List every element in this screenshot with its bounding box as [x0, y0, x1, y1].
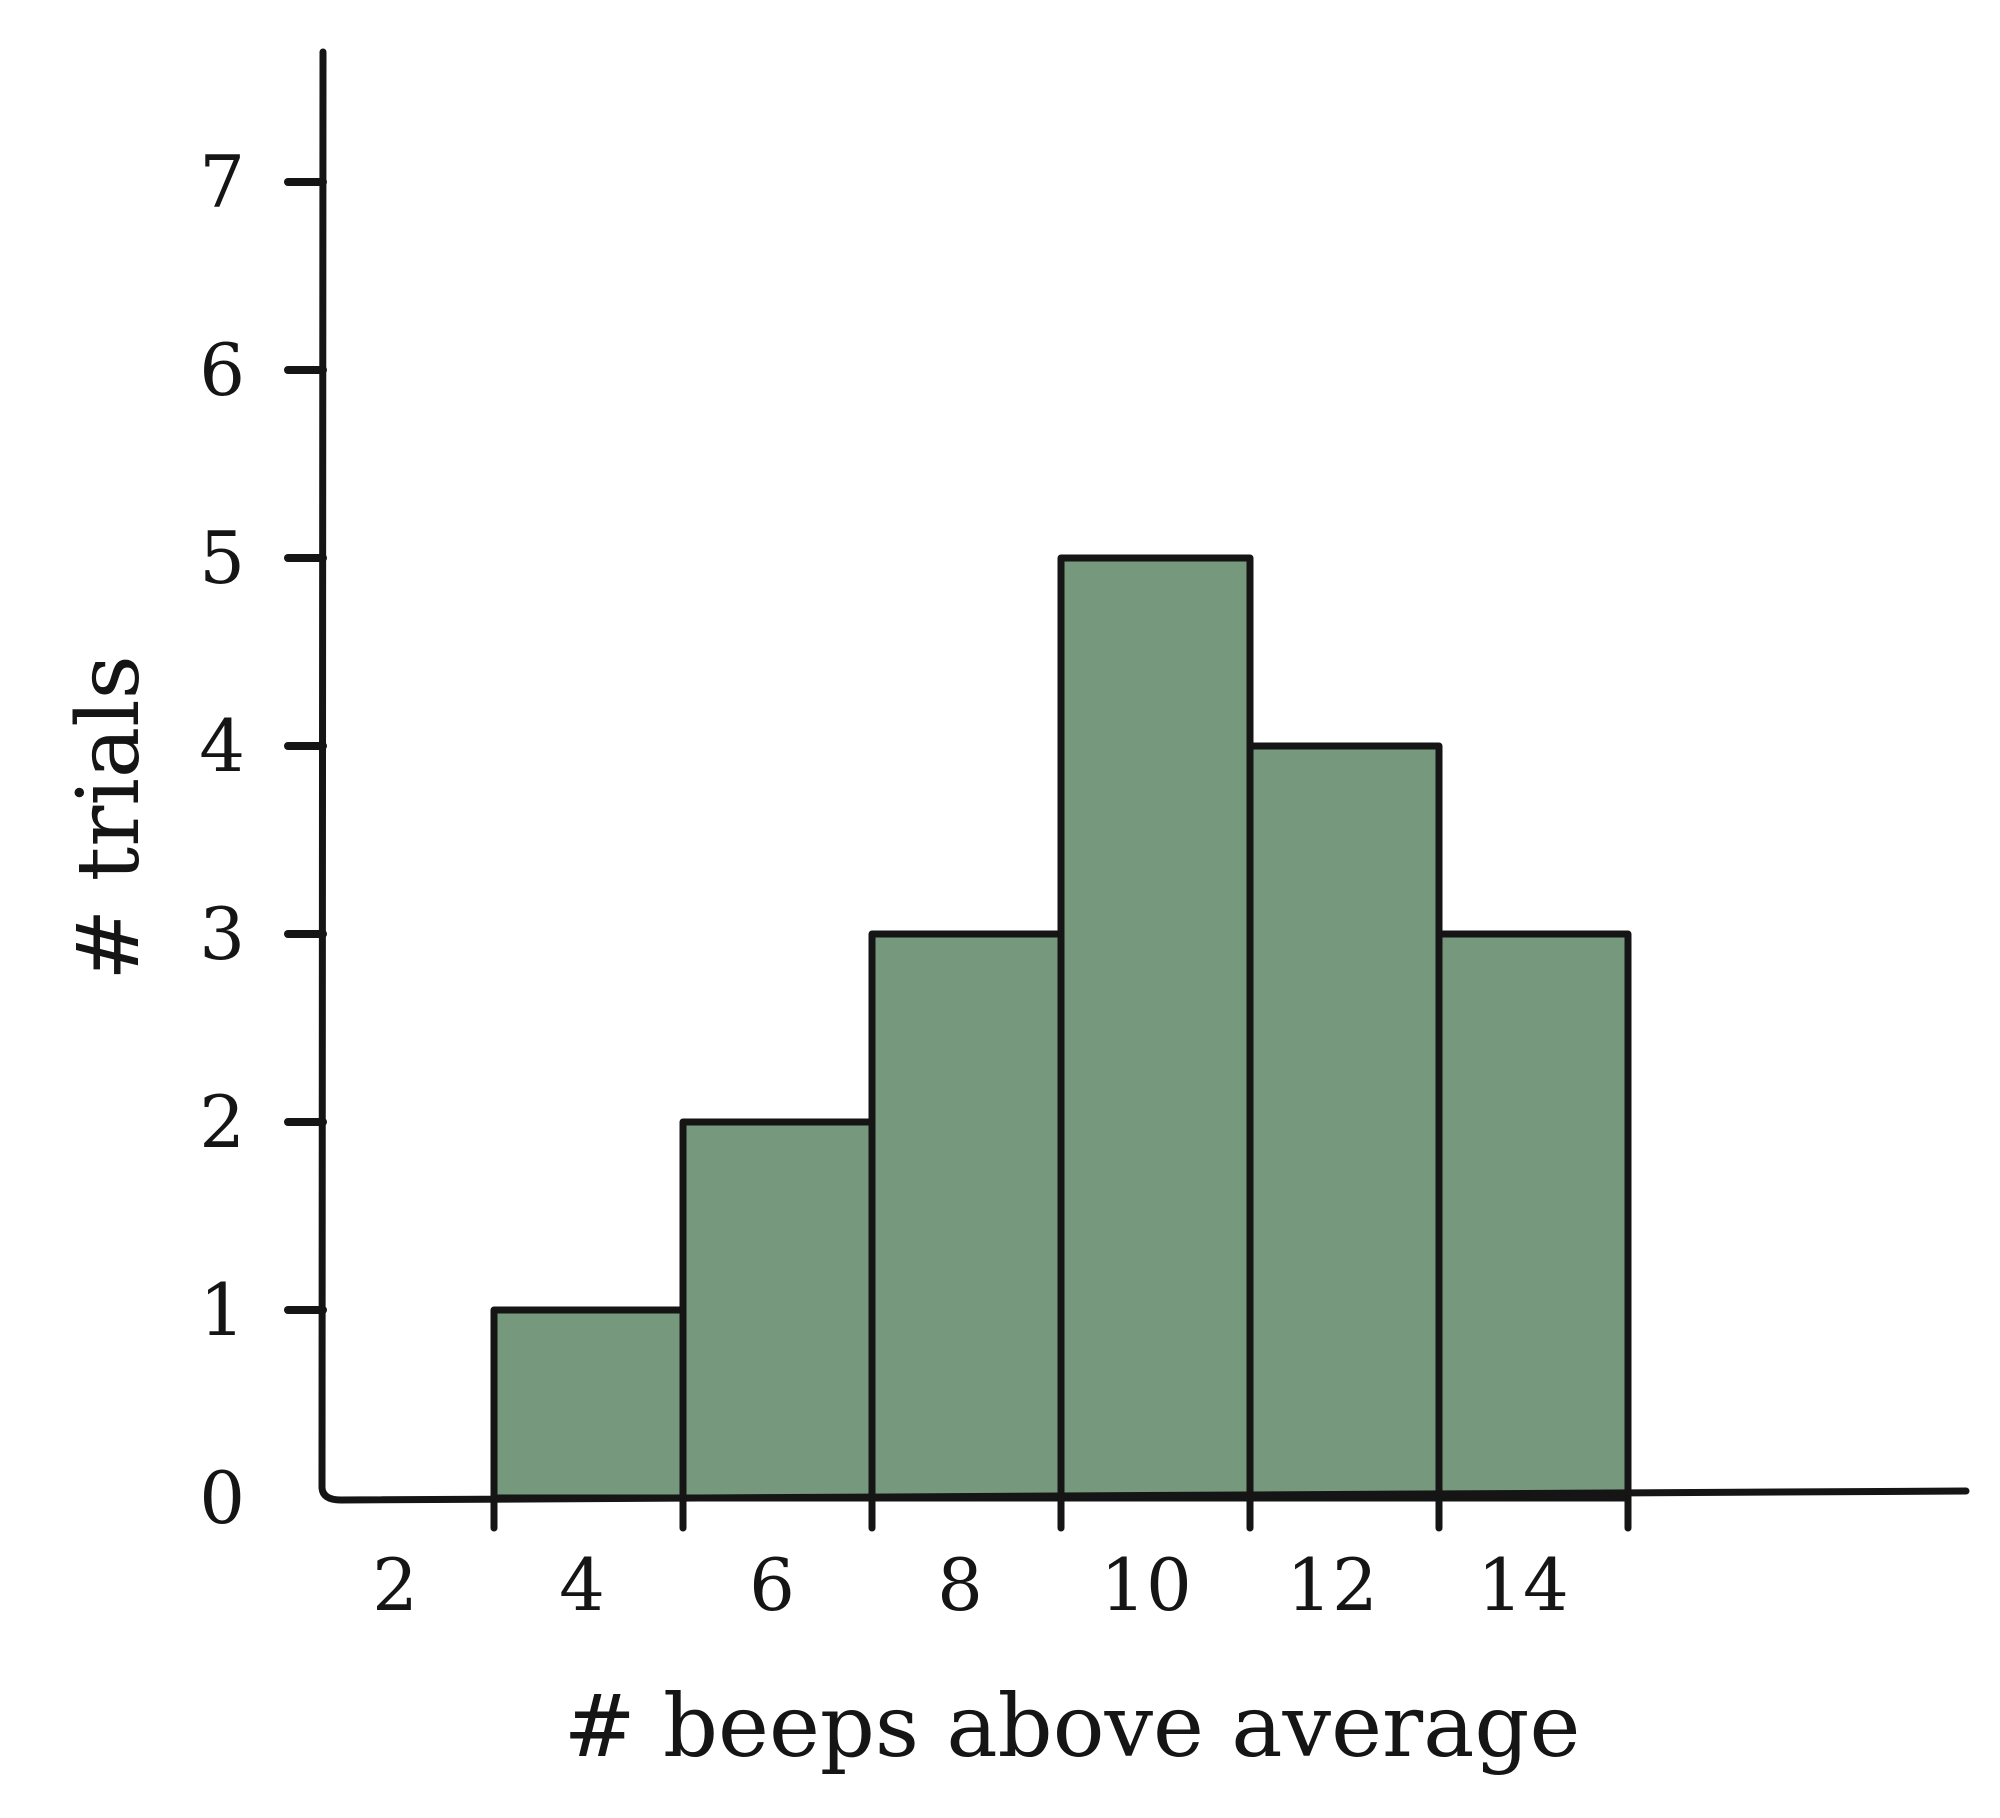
x-tick-label: 14: [1477, 1543, 1569, 1627]
y-axis-line: [318, 48, 345, 1504]
histogram-bar-14: [1435, 930, 1632, 1502]
x-tick-label: 10: [1100, 1543, 1192, 1627]
x-ticks-layer: 2 4 6 8 10 12 14: [372, 1486, 1632, 1627]
y-tick-label: 3: [199, 892, 245, 976]
y-tick-label: 5: [199, 516, 245, 600]
histogram-bar-8: [868, 930, 1065, 1502]
y-tick-label: 0: [199, 1456, 245, 1540]
x-tick-label: 4: [559, 1543, 605, 1627]
x-tick-label: 12: [1286, 1543, 1378, 1627]
x-tick-label: 6: [749, 1543, 795, 1627]
y-ticks-layer: 0 1 2 3 4 5 6 7: [199, 140, 327, 1540]
histogram-bar-6: [679, 1118, 876, 1502]
y-tick-label: 4: [199, 704, 245, 788]
x-tick-label: 8: [937, 1543, 983, 1627]
histogram-bar-4: [490, 1306, 687, 1502]
bars-layer: [490, 554, 1632, 1502]
y-tick-label: 1: [199, 1268, 245, 1352]
y-tick-label: 2: [199, 1080, 245, 1164]
y-tick-label: 6: [199, 328, 245, 412]
y-axis-label: # trials: [59, 655, 159, 980]
histogram-bar-12: [1246, 742, 1443, 1502]
y-tick-label: 7: [199, 140, 245, 224]
x-axis-line: [337, 1487, 1970, 1504]
histogram-bar-10: [1057, 554, 1254, 1502]
x-tick-label: 2: [372, 1543, 418, 1627]
x-axis-label: # beeps above average: [564, 1677, 1581, 1777]
axes-layer: [318, 48, 1970, 1504]
